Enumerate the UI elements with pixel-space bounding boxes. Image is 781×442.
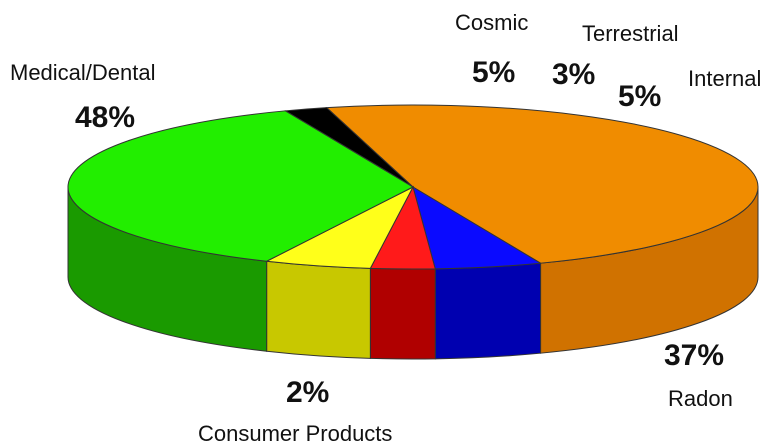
pie-slice-radon [67,110,415,262]
label-value-cosmic: 5% [472,56,515,89]
pie-labels: Medical/Dental 48% Cosmic 5% Terrestrial… [10,10,761,442]
pie-slice-consumer-products [283,107,414,188]
label-value-internal: 5% [618,80,661,113]
label-value-medical-dental: 48% [75,101,135,134]
label-value-terrestrial: 3% [552,58,595,91]
pie-side-terrestrial [369,267,436,360]
pie-side-internal [266,260,371,359]
label-name-terrestrial: Terrestrial [582,21,679,46]
label-name-radon: Radon [668,386,733,411]
label-name-cosmic: Cosmic [455,10,528,35]
label-value-consumer-products: 2% [286,376,329,409]
pie-slice-medical-dental [325,104,759,264]
pie-tops [67,104,759,270]
label-value-radon: 37% [664,339,724,372]
label-name-consumer-products: Consumer Products [198,421,392,442]
label-name-internal: Internal [688,66,761,91]
label-name-medical-dental: Medical/Dental [10,60,156,85]
pie-side-cosmic [434,262,542,360]
